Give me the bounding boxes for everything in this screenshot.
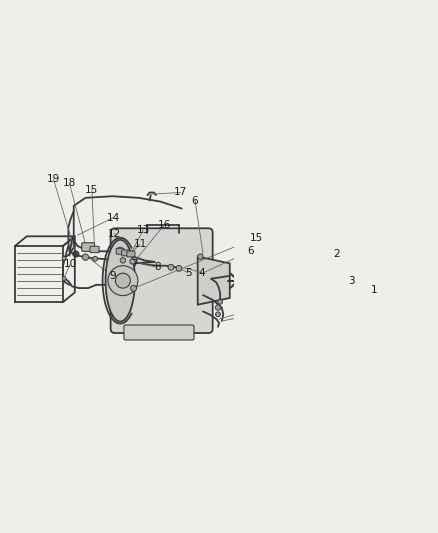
FancyBboxPatch shape	[90, 246, 99, 253]
Text: 3: 3	[348, 276, 355, 286]
Text: 15: 15	[85, 185, 99, 195]
Circle shape	[215, 312, 220, 317]
Circle shape	[198, 254, 203, 259]
Text: 6: 6	[247, 246, 254, 256]
FancyBboxPatch shape	[111, 228, 213, 333]
Text: 17: 17	[174, 188, 187, 198]
Circle shape	[120, 257, 126, 263]
Circle shape	[131, 285, 137, 292]
Text: 19: 19	[47, 174, 60, 184]
Circle shape	[130, 259, 135, 264]
Circle shape	[62, 256, 66, 260]
Text: 2: 2	[333, 249, 340, 259]
Text: 11: 11	[134, 239, 147, 249]
FancyBboxPatch shape	[124, 325, 194, 340]
Text: 6: 6	[192, 196, 198, 206]
Ellipse shape	[106, 240, 135, 321]
Text: 13: 13	[137, 225, 150, 235]
Text: 5: 5	[185, 268, 191, 278]
Circle shape	[215, 305, 221, 310]
Circle shape	[116, 273, 131, 288]
Text: 4: 4	[199, 268, 205, 278]
FancyBboxPatch shape	[116, 248, 124, 254]
Circle shape	[117, 247, 123, 253]
Circle shape	[108, 265, 138, 296]
Text: 9: 9	[109, 271, 116, 281]
Circle shape	[93, 256, 98, 261]
Circle shape	[218, 300, 223, 304]
Circle shape	[74, 253, 77, 255]
Circle shape	[176, 265, 182, 271]
Circle shape	[82, 254, 89, 260]
FancyBboxPatch shape	[82, 243, 95, 252]
FancyBboxPatch shape	[122, 250, 130, 256]
Text: 10: 10	[64, 259, 77, 269]
Polygon shape	[198, 256, 230, 305]
Text: 8: 8	[154, 262, 160, 272]
Text: 15: 15	[250, 233, 263, 243]
Circle shape	[168, 264, 174, 270]
Text: 1: 1	[371, 285, 378, 295]
Text: 7: 7	[131, 259, 138, 269]
Text: 16: 16	[158, 220, 171, 230]
Circle shape	[62, 277, 66, 280]
Text: 14: 14	[107, 213, 120, 223]
Text: 18: 18	[63, 179, 76, 188]
FancyBboxPatch shape	[127, 251, 135, 257]
Text: 12: 12	[108, 229, 121, 239]
